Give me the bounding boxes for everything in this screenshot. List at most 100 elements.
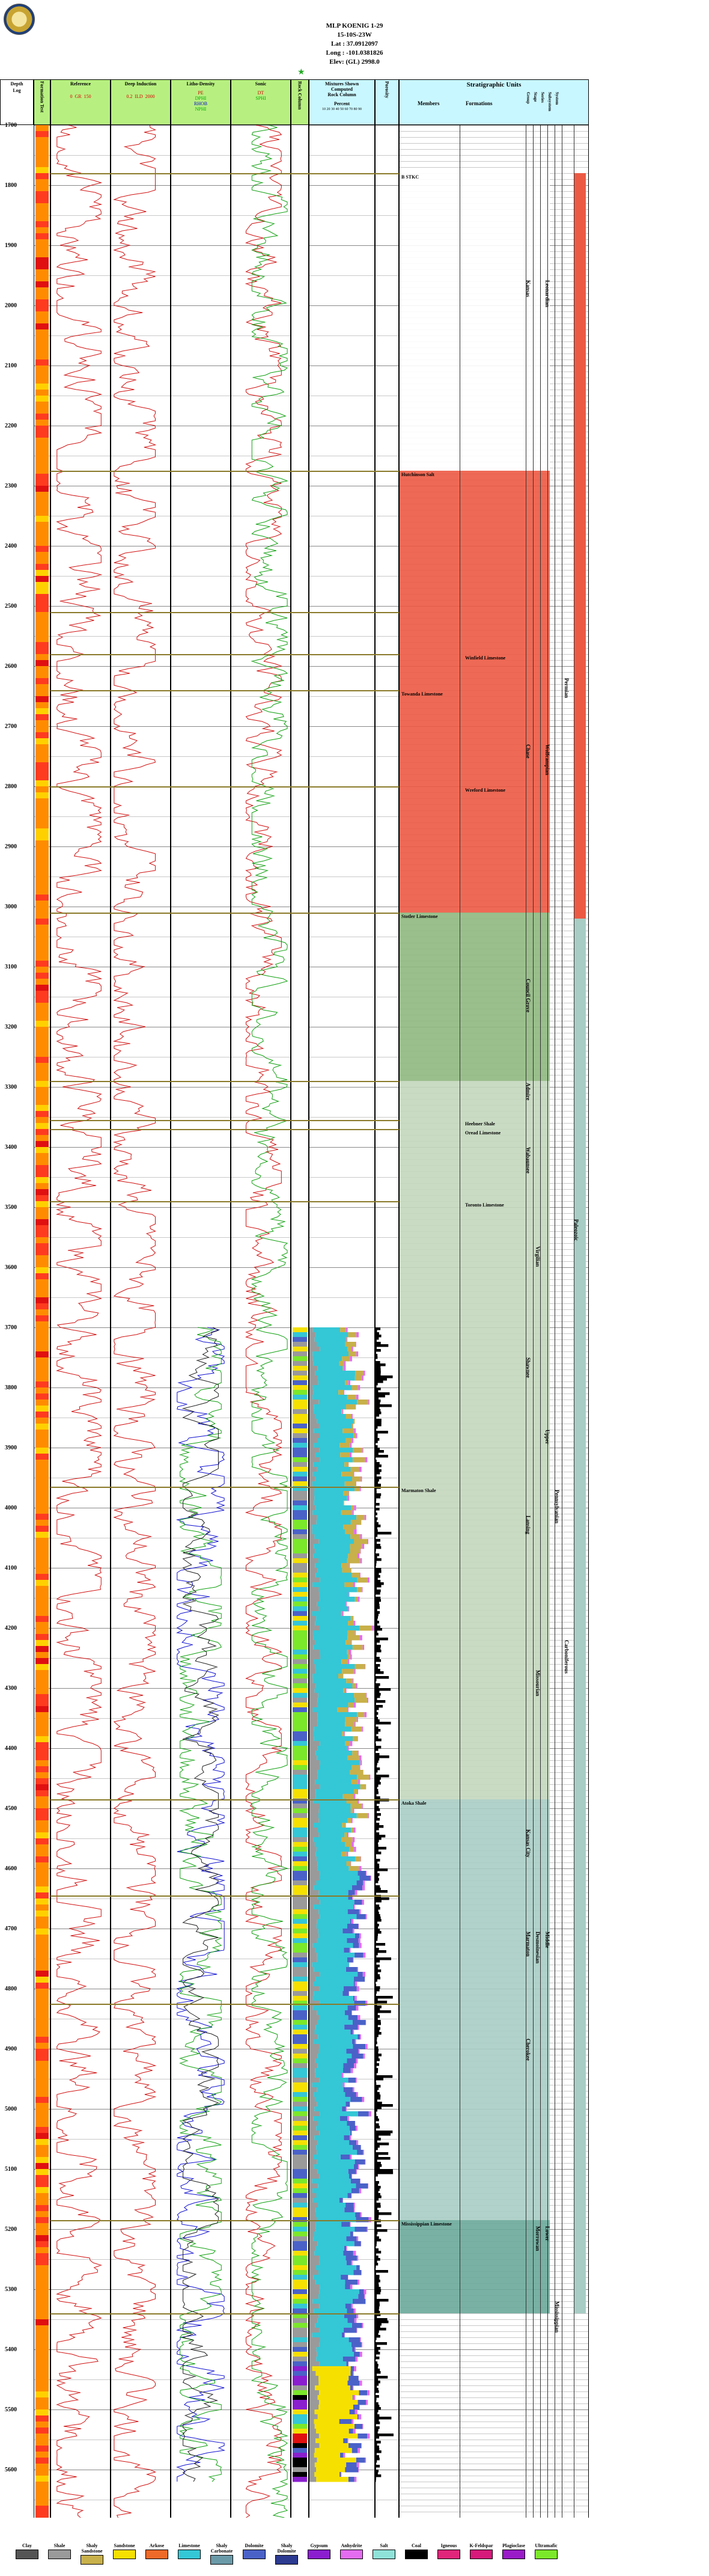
- lithology-cell: [293, 1467, 307, 1472]
- mixture-cell: [317, 1419, 354, 1424]
- gr-color-cell: [35, 570, 49, 577]
- porosity-bar: [376, 2169, 393, 2172]
- porosity-bar: [376, 1909, 379, 1912]
- gr-color-cell: [35, 2001, 49, 2007]
- porosity-bar: [376, 1503, 380, 1506]
- mixture-cell: [353, 1736, 358, 1742]
- mixture-cell: [364, 1515, 367, 1520]
- mixture-cell: [352, 1751, 359, 1756]
- grid-line: [171, 1267, 230, 1268]
- grid-line: [111, 245, 170, 246]
- gr-color-cell: [35, 2169, 49, 2176]
- porosity-bar: [376, 1532, 392, 1535]
- mixture-cell: [343, 2087, 353, 2093]
- depth-label: 3300: [5, 1084, 17, 1091]
- lithology-cell: [293, 2106, 307, 2112]
- porosity-bar: [376, 1541, 377, 1544]
- gr-color-cell: [35, 335, 49, 342]
- porosity-bar: [376, 2443, 377, 2446]
- grid-line: [171, 1147, 230, 1148]
- lithology-cell: [293, 2183, 307, 2189]
- mixture-cell: [349, 1847, 354, 1852]
- lithology-cell: [293, 1799, 307, 1804]
- lithology-cell: [293, 1635, 307, 1641]
- porosity-bar: [376, 2164, 382, 2167]
- porosity-bar: [376, 1727, 379, 1730]
- gr-color-cell: [35, 732, 49, 739]
- gr-color-cell: [35, 1033, 49, 1039]
- well-elev: Elev: (GL) 2998.0: [329, 58, 380, 66]
- lithology-cell: [293, 1871, 307, 1876]
- gr-color-cell: [35, 870, 49, 877]
- porosity-bar: [376, 1666, 379, 1669]
- porosity-bar: [376, 1710, 377, 1713]
- mixture-cell: [344, 2328, 357, 2333]
- lithology-cell: [293, 2140, 307, 2146]
- mixture-cell: [342, 2453, 345, 2458]
- mixture-cell: [347, 2116, 349, 2122]
- grid-line: [171, 2259, 230, 2260]
- gr-color-cell: [35, 2139, 49, 2146]
- lithology-cell: [293, 2294, 307, 2299]
- strat-unit-label: Cherokee: [525, 2038, 531, 2061]
- gr-color-cell: [35, 1742, 49, 1749]
- porosity-bar: [376, 2032, 382, 2035]
- mixture-cell: [344, 2025, 358, 2030]
- mixture-cell: [354, 2366, 356, 2372]
- mixture-cell: [309, 2092, 314, 2097]
- mixture-cell: [357, 1587, 362, 1592]
- grid-line: [400, 2385, 588, 2386]
- gr-color-cell: [35, 696, 49, 703]
- grid-line: [309, 305, 374, 306]
- grid-line: [231, 1147, 290, 1148]
- legend-label: Dolomite: [245, 2543, 264, 2548]
- grid-line: [51, 1808, 110, 1809]
- porosity-bar: [376, 2304, 380, 2307]
- mixture-cell: [318, 1909, 348, 1915]
- grid-line: [376, 1778, 398, 1779]
- mixture-cell: [314, 1967, 346, 1972]
- porosity-bar: [376, 2171, 394, 2174]
- gr-color-cell: [35, 2121, 49, 2128]
- mixture-cell: [314, 1491, 344, 1496]
- lithology-cell: [293, 1972, 307, 1977]
- lithology-cell: [293, 2246, 307, 2251]
- mixture-cell: [316, 1880, 357, 1886]
- lithology-cell: [293, 1457, 307, 1463]
- mixture-cell: [358, 2049, 360, 2054]
- porosity-bar: [376, 2455, 379, 2458]
- gr-color-cell: [35, 600, 49, 607]
- mixture-cell: [318, 2270, 354, 2275]
- mixture-cell: [356, 1986, 359, 1992]
- lithology-cell: [293, 2203, 307, 2208]
- gr-color-cell: [35, 1279, 49, 1286]
- porosity-bar: [376, 1645, 381, 1648]
- mixture-cell: [314, 1904, 353, 1910]
- mixtures-track: [309, 125, 375, 2518]
- porosity-bar: [376, 1409, 381, 1412]
- mixture-cell: [319, 2260, 347, 2266]
- mixture-cell: [351, 1842, 354, 1847]
- porosity-bar: [376, 1676, 389, 1679]
- porosity-bar: [376, 2234, 377, 2237]
- lithology-cell: [293, 1462, 307, 1467]
- depth-label: 3600: [5, 1264, 17, 1271]
- mixture-cell: [314, 2409, 350, 2415]
- gr-color-cell: [35, 1057, 49, 1063]
- porosity-bar: [376, 2450, 382, 2453]
- gr-color-cell: [35, 2079, 49, 2085]
- porosity-bar: [376, 2039, 377, 2042]
- grid-line: [111, 2199, 170, 2200]
- porosity-bar: [376, 2258, 380, 2261]
- porosity-bar: [376, 1577, 378, 1580]
- mixture-cell: [318, 1558, 347, 1564]
- gr-color-cell: [35, 2488, 49, 2494]
- lithology-cell: [293, 1703, 307, 1708]
- grid-line: [171, 1207, 230, 1208]
- porosity-bar: [376, 1392, 390, 1395]
- porosity-bar: [376, 2198, 379, 2201]
- mixture-cell: [359, 1755, 362, 1761]
- formation-top-label: Atoka Shale: [401, 1800, 427, 1806]
- gr-color-cell: [35, 961, 49, 967]
- mixture-cell: [353, 1904, 355, 1910]
